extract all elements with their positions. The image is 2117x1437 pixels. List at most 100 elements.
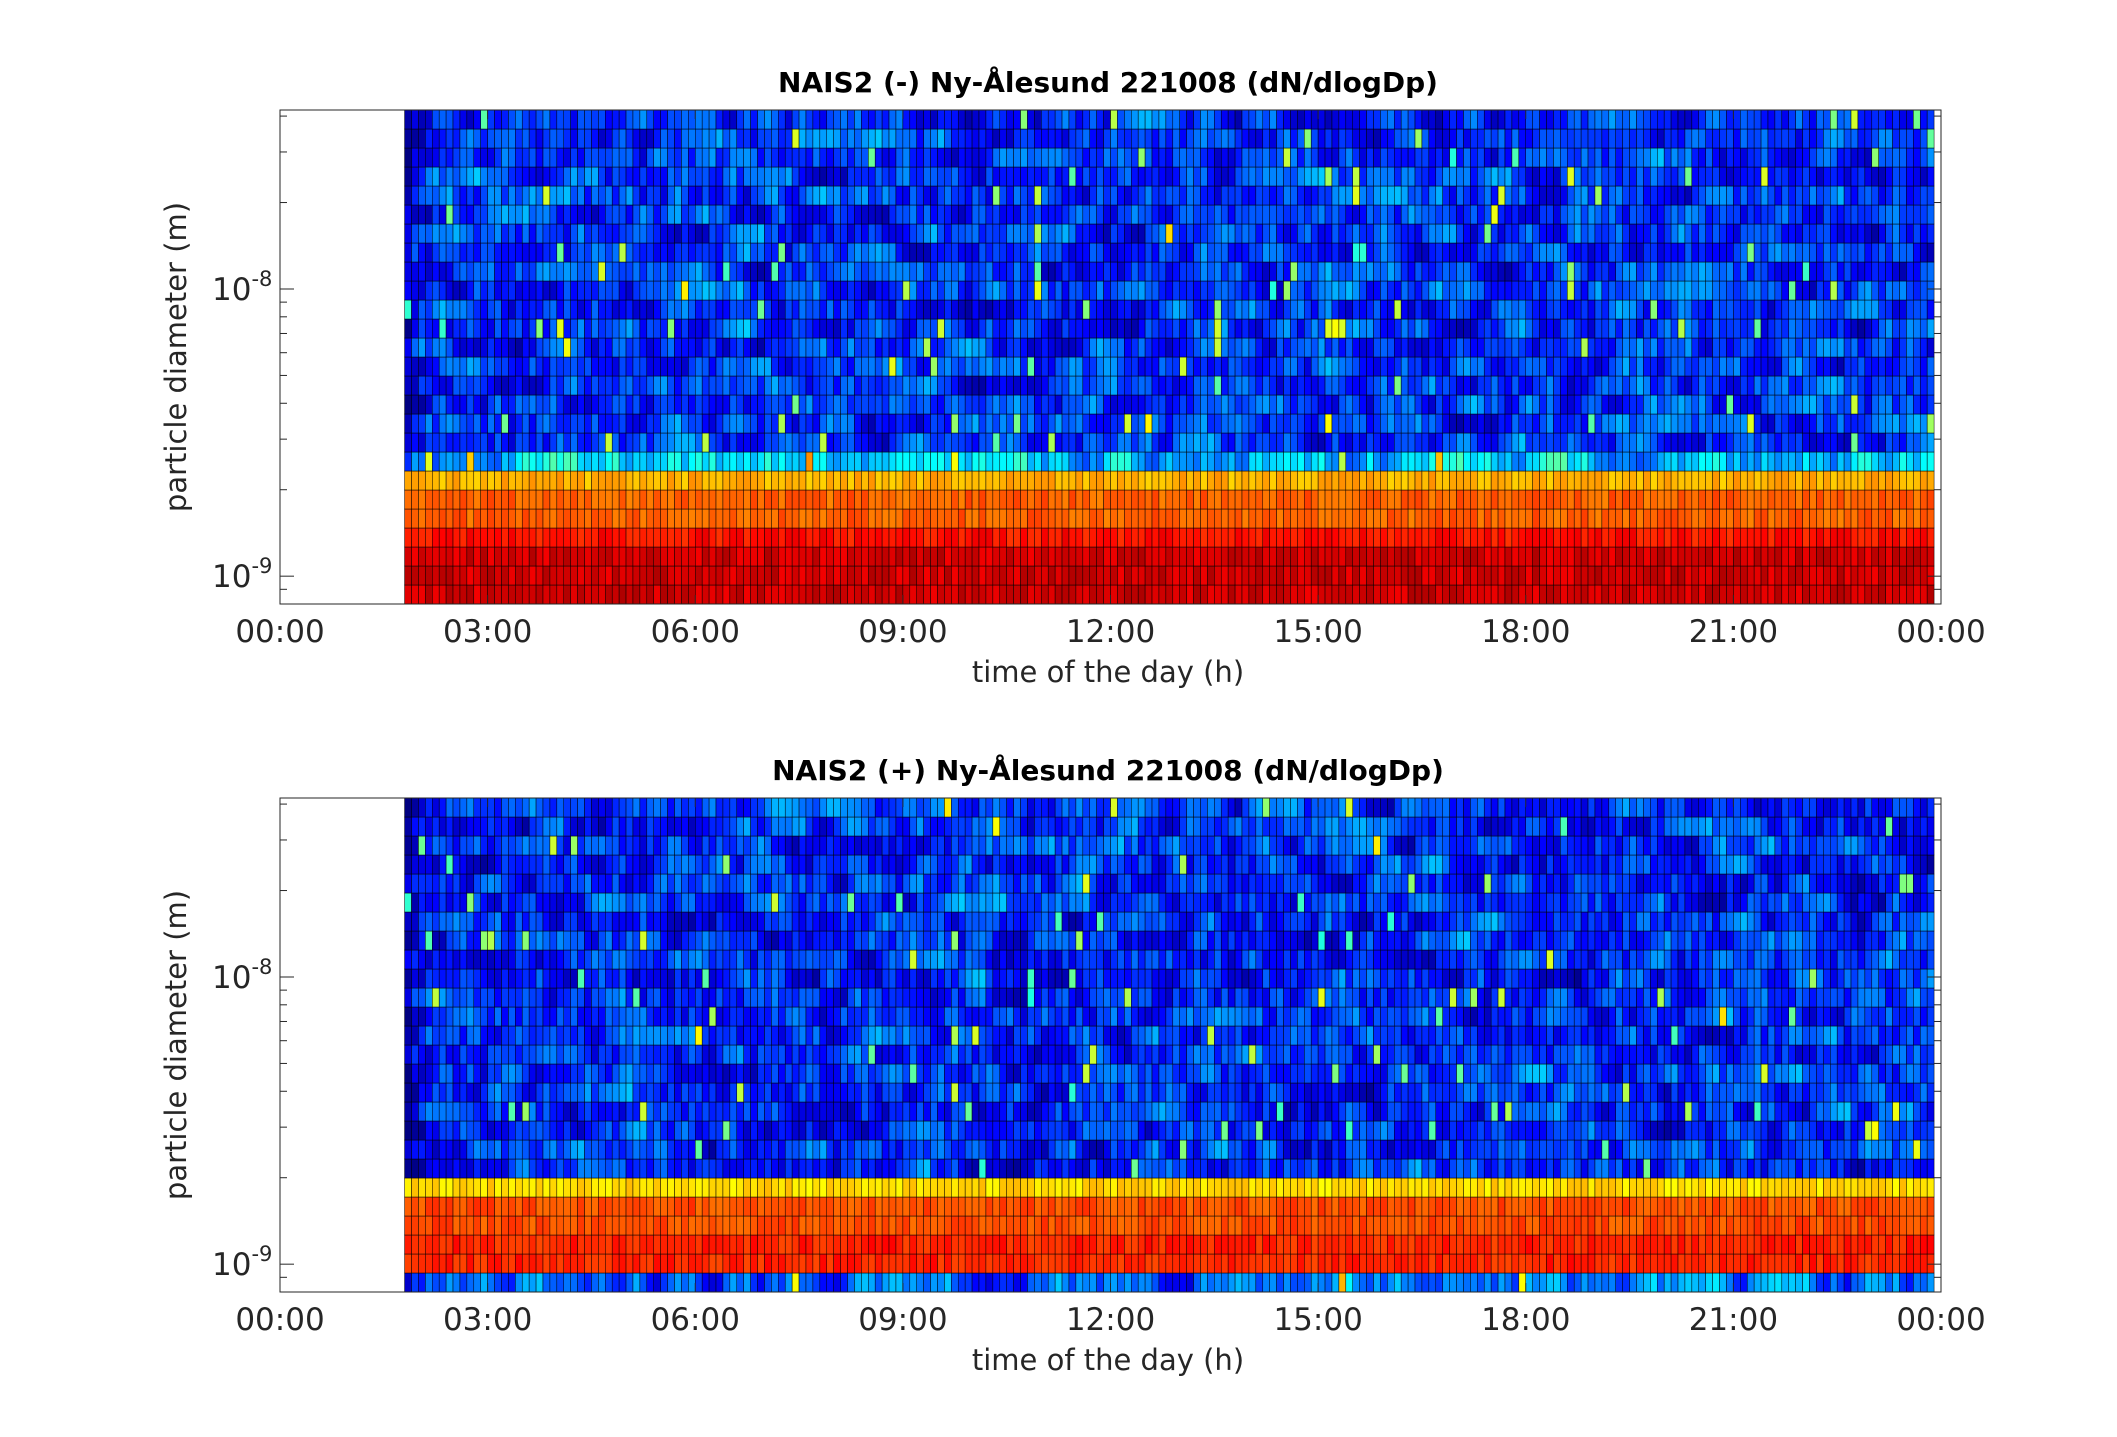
heatmap-cell xyxy=(743,242,751,263)
heatmap-cell xyxy=(1034,128,1042,149)
heatmap-cell xyxy=(535,470,544,491)
heatmap-cell xyxy=(957,375,966,396)
heatmap-cell xyxy=(1317,318,1326,339)
heatmap-cell xyxy=(577,261,585,282)
heatmap-cell xyxy=(1643,375,1651,396)
heatmap-cell xyxy=(971,375,980,396)
heatmap-cell xyxy=(1207,299,1215,320)
heatmap-cell xyxy=(833,489,841,510)
heatmap-cell xyxy=(1719,489,1727,510)
heatmap-cell xyxy=(1061,185,1070,206)
heatmap-cell xyxy=(1068,337,1077,358)
heatmap-cell xyxy=(508,242,516,263)
heatmap-cell xyxy=(1124,432,1132,453)
heatmap-cell xyxy=(1580,261,1589,282)
heatmap-cell xyxy=(653,489,661,510)
heatmap-cell xyxy=(881,527,890,548)
heatmap-cell xyxy=(515,394,523,415)
heatmap-cell xyxy=(1636,565,1644,586)
heatmap-cell xyxy=(605,565,613,586)
heatmap-cell xyxy=(909,147,917,168)
heatmap-cell xyxy=(1726,109,1734,130)
heatmap-cell xyxy=(1131,375,1139,396)
heatmap-cell xyxy=(1061,337,1070,358)
heatmap-cell xyxy=(944,508,952,529)
heatmap-cell xyxy=(909,375,917,396)
heatmap-cell xyxy=(1421,394,1430,415)
panel-negative-ions: NAIS2 (-) Ny-Ålesund 221008 (dN/dlogDp) … xyxy=(159,65,1986,689)
heatmap-cell xyxy=(1629,527,1637,548)
heatmap-cell xyxy=(1456,109,1464,130)
heatmap-cell xyxy=(1131,527,1139,548)
heatmap-cell xyxy=(708,508,717,529)
heatmap-cell xyxy=(1580,337,1589,358)
heatmap-cell xyxy=(1200,413,1208,434)
heatmap-cell xyxy=(1269,185,1277,206)
heatmap-cell xyxy=(1283,128,1291,149)
heatmap-cell xyxy=(1061,584,1070,605)
heatmap-cell xyxy=(1587,508,1596,529)
heatmap-cell xyxy=(508,394,516,415)
heatmap-cell xyxy=(1449,261,1457,282)
heatmap-cell xyxy=(771,508,779,529)
heatmap-cell xyxy=(1068,375,1077,396)
heatmap-cell xyxy=(1200,204,1208,225)
heatmap-cell xyxy=(1220,242,1229,263)
heatmap-cell xyxy=(1117,185,1125,206)
heatmap-cell xyxy=(1470,356,1478,377)
heatmap-cell xyxy=(764,185,772,206)
heatmap-cell xyxy=(985,185,994,206)
heatmap-cell xyxy=(1200,394,1208,415)
heatmap-cell xyxy=(515,375,523,396)
heatmap-cell xyxy=(466,375,475,396)
heatmap-cell xyxy=(999,318,1007,339)
heatmap-cell xyxy=(1463,413,1471,434)
heatmap-cell xyxy=(861,546,869,567)
heatmap-cell xyxy=(1124,223,1132,244)
heatmap-cell xyxy=(1331,318,1340,339)
heatmap-cell xyxy=(1497,394,1506,415)
heatmap-cell xyxy=(784,299,793,320)
heatmap-cell xyxy=(1144,261,1153,282)
heatmap-cell xyxy=(708,546,717,567)
heatmap-cell xyxy=(521,204,530,225)
heatmap-cell xyxy=(1041,242,1049,263)
heatmap-cell xyxy=(1511,337,1520,358)
heatmap-cell xyxy=(1304,527,1312,548)
heatmap-cell xyxy=(1034,470,1042,491)
heatmap-cell xyxy=(1082,204,1090,225)
heatmap-cell xyxy=(1698,451,1706,472)
heatmap-cell xyxy=(957,337,966,358)
heatmap-cell xyxy=(1663,147,1672,168)
heatmap-cell xyxy=(736,508,744,529)
heatmap-cell xyxy=(881,261,890,282)
heatmap-cell xyxy=(798,527,807,548)
heatmap-cell xyxy=(1394,470,1402,491)
heatmap-cell xyxy=(1518,584,1526,605)
heatmap-cell xyxy=(632,185,641,206)
heatmap-cell xyxy=(1186,147,1194,168)
heatmap-cell xyxy=(1117,261,1125,282)
heatmap-cell xyxy=(1089,223,1097,244)
heatmap-cell xyxy=(722,394,731,415)
heatmap-cell xyxy=(1560,223,1568,244)
heatmap-cell xyxy=(1034,432,1042,453)
heatmap-cell xyxy=(1075,280,1084,301)
heatmap-cell xyxy=(542,489,551,510)
heatmap-cell xyxy=(1657,546,1665,567)
heatmap-cell xyxy=(1061,261,1070,282)
heatmap-cell xyxy=(418,280,426,301)
heatmap-cell xyxy=(784,242,793,263)
heatmap-cell xyxy=(1622,356,1630,377)
heatmap-cell xyxy=(1331,109,1340,130)
heatmap-cell xyxy=(1407,261,1416,282)
heatmap-cell xyxy=(1400,128,1409,149)
heatmap-cell xyxy=(425,318,433,339)
heatmap-cell xyxy=(1511,318,1520,339)
heatmap-cell xyxy=(888,508,897,529)
heatmap-cell xyxy=(750,413,758,434)
heatmap-cell xyxy=(625,527,634,548)
heatmap-cell xyxy=(1463,356,1471,377)
heatmap-cell xyxy=(1539,185,1547,206)
heatmap-cell xyxy=(881,394,890,415)
